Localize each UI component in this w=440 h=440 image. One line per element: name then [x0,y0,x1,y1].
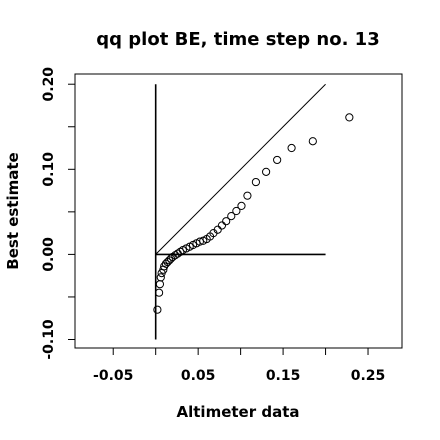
y-tick-label: -0.10 [41,319,57,360]
reference-lines-group [154,83,326,340]
x-tick-label: 0.15 [266,368,301,384]
data-point [232,206,241,216]
data-point [243,191,252,200]
data-point [156,273,165,282]
chart-title: qq plot BE, time step no. 13 [96,29,379,50]
data-point [176,247,185,256]
x-tick-label: -0.05 [93,368,133,384]
data-point [273,155,282,165]
data-point [222,217,231,226]
y-tick-label: 0.00 [41,237,57,272]
data-points-group [153,113,354,314]
data-point [262,167,271,176]
x-tick-label: 0.05 [181,368,216,384]
data-point [213,225,222,234]
data-point [237,201,246,210]
data-point [308,137,317,146]
data-point [217,221,227,230]
reference-line-identity [155,83,326,255]
x-axis-label: Altimeter data [177,403,300,421]
y-tick-label: 0.10 [41,152,57,187]
y-axis-label: Best estimate [4,152,22,269]
data-point [227,212,236,221]
data-point [154,288,164,297]
axes-group: -0.05 0.05 0.15 0.25 -0.10 0.00 0.10 0.20 [41,67,385,384]
data-point [153,305,162,314]
y-tick-label: 0.20 [41,67,57,102]
data-point [287,143,296,153]
x-tick-label: 0.25 [351,368,386,384]
data-point [345,113,354,122]
data-point [251,177,261,187]
